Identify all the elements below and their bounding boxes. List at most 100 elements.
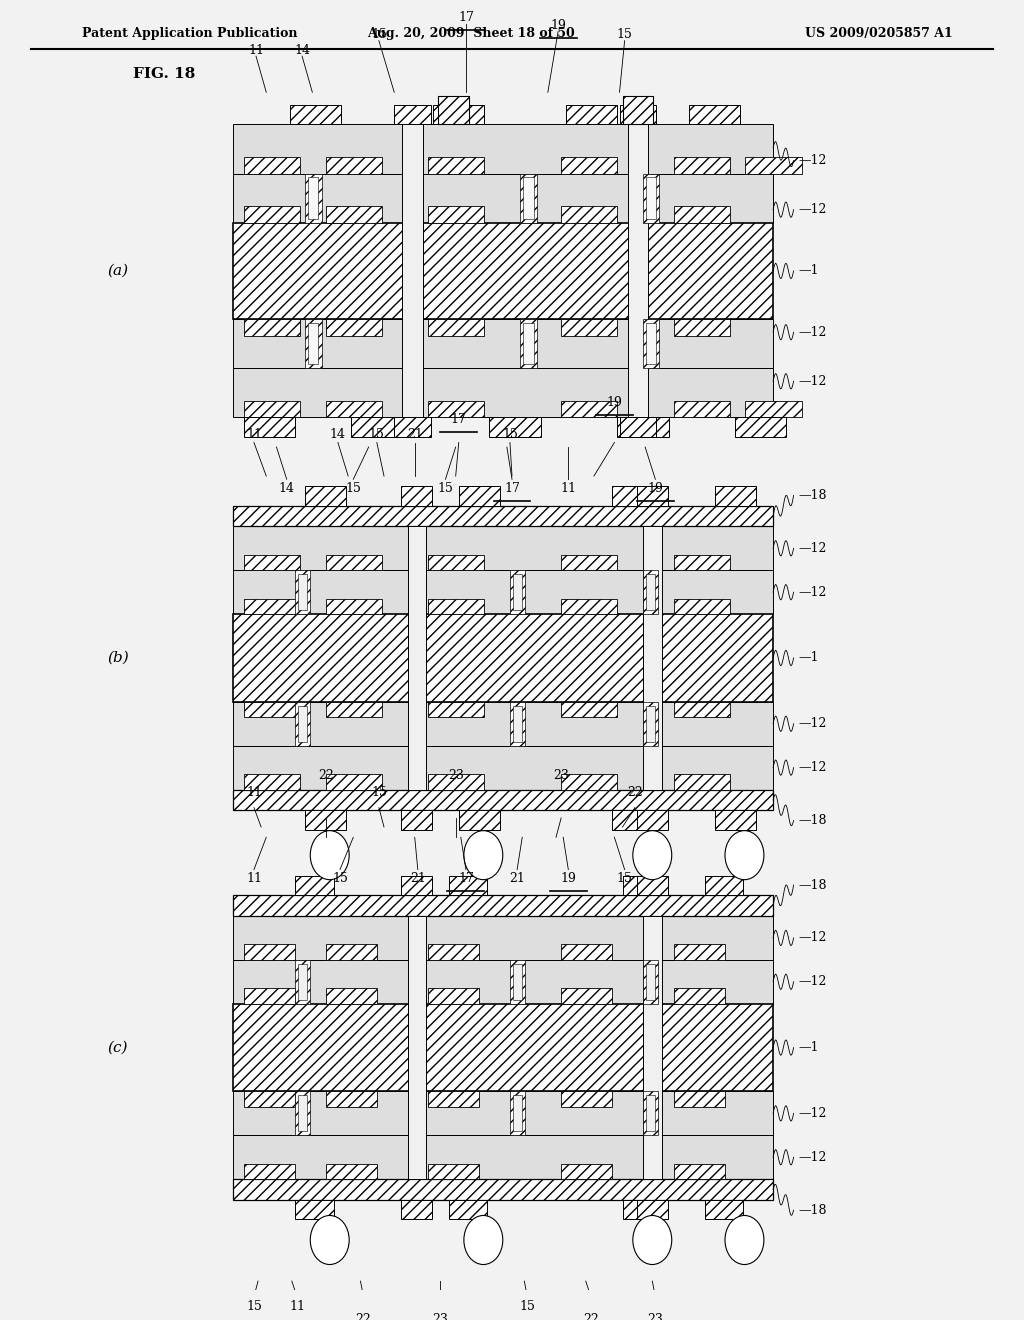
Bar [745, 400, 802, 417]
Bar [244, 400, 300, 417]
Bar [643, 319, 659, 368]
Text: —12: —12 [799, 717, 827, 730]
Bar [244, 1092, 295, 1107]
Bar [561, 206, 617, 223]
Text: 17: 17 [504, 482, 520, 495]
Text: 11: 11 [289, 1300, 305, 1313]
Bar [674, 774, 730, 789]
Bar [428, 1092, 479, 1107]
Text: FIG. 18: FIG. 18 [133, 66, 196, 81]
Bar [628, 124, 648, 417]
Text: 23: 23 [647, 1313, 664, 1320]
Bar [643, 1092, 658, 1135]
Bar [620, 417, 656, 437]
Bar [623, 1200, 662, 1220]
Bar [305, 319, 322, 368]
Bar [643, 570, 658, 614]
Text: —18: —18 [799, 814, 827, 828]
Bar [428, 206, 484, 223]
Bar [561, 157, 617, 173]
Bar [233, 368, 773, 417]
Text: 23: 23 [553, 768, 569, 781]
Bar [326, 989, 377, 1003]
Circle shape [725, 830, 764, 879]
Text: 22: 22 [355, 1313, 372, 1320]
Bar [394, 106, 431, 124]
Bar [438, 96, 469, 124]
Bar [298, 574, 307, 610]
Text: —18: —18 [799, 1204, 827, 1217]
Text: —12: —12 [799, 1151, 827, 1164]
Bar [401, 810, 432, 829]
Bar [326, 400, 382, 417]
Bar [674, 319, 730, 337]
Bar [674, 944, 725, 960]
Bar [308, 177, 318, 219]
Text: —12: —12 [799, 1107, 827, 1119]
Bar [295, 876, 334, 895]
Text: —18: —18 [799, 488, 827, 502]
Text: (c): (c) [108, 1040, 128, 1055]
Bar [244, 598, 300, 614]
Bar [510, 960, 525, 1003]
Bar [401, 486, 432, 506]
Bar [459, 810, 500, 829]
Bar [689, 106, 740, 124]
Bar [326, 206, 382, 223]
Text: US 2009/0205857 A1: US 2009/0205857 A1 [805, 26, 952, 40]
Text: 21: 21 [509, 873, 525, 886]
Bar [566, 106, 617, 124]
Text: 15: 15 [369, 428, 385, 441]
Circle shape [310, 830, 349, 879]
Bar [233, 916, 773, 960]
Bar [674, 1092, 725, 1107]
Bar [244, 1164, 295, 1179]
Bar [523, 177, 534, 219]
Text: —12: —12 [799, 203, 827, 216]
Bar [401, 1200, 432, 1220]
Bar [290, 106, 341, 124]
Circle shape [464, 830, 503, 879]
Bar [428, 598, 484, 614]
Bar [459, 486, 500, 506]
Bar [244, 944, 295, 960]
Bar [449, 1200, 487, 1220]
Bar [513, 964, 522, 999]
Text: 15: 15 [437, 482, 454, 495]
Bar [408, 527, 426, 789]
Text: (b): (b) [106, 651, 129, 665]
Bar [715, 810, 756, 829]
Bar [612, 486, 653, 506]
Text: 15: 15 [502, 428, 518, 441]
Bar [561, 598, 617, 614]
Bar [646, 964, 655, 999]
Text: Patent Application Publication: Patent Application Publication [82, 26, 297, 40]
Bar [674, 598, 730, 614]
Bar [298, 964, 307, 999]
Text: —18: —18 [799, 879, 827, 891]
Bar [394, 417, 431, 437]
Text: 14: 14 [294, 45, 310, 58]
Bar [408, 916, 426, 1179]
Text: —1: —1 [799, 652, 819, 664]
Bar [705, 876, 743, 895]
Text: 17: 17 [458, 873, 474, 886]
Bar [326, 1092, 377, 1107]
Bar [433, 106, 484, 124]
Text: 23: 23 [447, 768, 464, 781]
Text: —12: —12 [799, 586, 827, 599]
Bar [637, 486, 668, 506]
Text: 15: 15 [519, 1300, 536, 1313]
Text: 15: 15 [246, 1300, 262, 1313]
Text: 19: 19 [606, 396, 623, 409]
Bar [326, 944, 377, 960]
Bar [561, 1164, 612, 1179]
Text: 11: 11 [560, 482, 577, 495]
Bar [244, 319, 300, 337]
Text: 11: 11 [248, 45, 264, 58]
Bar [674, 554, 730, 570]
Text: —1: —1 [799, 1041, 819, 1055]
Text: 22: 22 [583, 1313, 599, 1320]
Text: 11: 11 [246, 873, 262, 886]
Bar [305, 486, 346, 506]
